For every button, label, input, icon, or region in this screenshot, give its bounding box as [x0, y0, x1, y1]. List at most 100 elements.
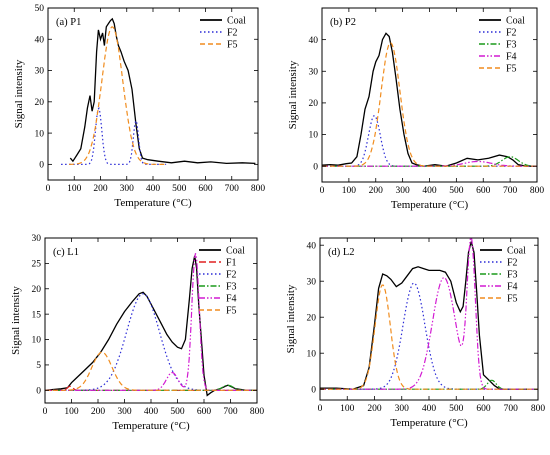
- x-tick-label: 400: [422, 186, 437, 196]
- series-line-f4: [320, 238, 538, 390]
- x-axis-title: Temperature (°C): [391, 199, 469, 211]
- x-tick-label: 300: [120, 184, 135, 194]
- y-tick-label: 20: [35, 98, 45, 108]
- legend-label-f5: F5: [226, 306, 237, 317]
- y-tick-label: 5: [36, 361, 41, 371]
- legend-label-f1: F1: [226, 258, 237, 269]
- panel-label: (c) L1: [53, 247, 79, 258]
- x-tick-label: 800: [530, 186, 545, 196]
- x-tick-label: 400: [146, 184, 161, 194]
- x-tick-label: 200: [91, 407, 106, 417]
- x-tick-label: 100: [340, 404, 355, 414]
- x-tick-label: 500: [449, 186, 464, 196]
- x-tick-label: 200: [369, 186, 384, 196]
- x-tick-label: 200: [367, 404, 382, 414]
- legend-label-f5: F5: [506, 64, 517, 75]
- x-tick-label: 300: [396, 186, 411, 196]
- y-tick-label: 10: [32, 336, 42, 346]
- x-tick-label: 600: [476, 186, 491, 196]
- chart-panel-2: 0 100 200 300 400 500 600 700 800 0 10 20 30 40 Temper…: [287, 7, 545, 211]
- x-tick-label: 500: [449, 404, 464, 414]
- y-tick-label: 0: [311, 385, 316, 395]
- legend-label-f2: F2: [226, 270, 237, 281]
- series-line-coal: [45, 255, 257, 397]
- x-tick-label: 700: [223, 407, 238, 417]
- x-tick-label: 500: [172, 184, 187, 194]
- x-tick-label: 600: [197, 407, 212, 417]
- y-tick-label: 10: [307, 349, 317, 359]
- y-tick-label: 30: [35, 67, 45, 77]
- x-tick-label: 0: [320, 186, 325, 196]
- legend-label-coal: Coal: [506, 16, 525, 27]
- chart-panel-4: 0 100 200 300 400 500 600 700 800 0 10 20 30 40 Temper…: [285, 237, 546, 429]
- x-tick-label: 700: [503, 186, 518, 196]
- x-tick-label: 0: [318, 404, 323, 414]
- x-axis-title: Temperature (°C): [112, 420, 190, 432]
- x-tick-label: 300: [117, 407, 132, 417]
- x-tick-label: 200: [93, 184, 108, 194]
- series-line-f5: [322, 42, 537, 167]
- legend-label-f4: F4: [506, 52, 517, 63]
- plot-frame: [319, 237, 539, 401]
- x-axis-title: Temperature (°C): [390, 417, 468, 429]
- y-tick-label: 15: [32, 310, 42, 320]
- y-axis-title: Signal intensity: [287, 60, 299, 129]
- y-tick-label: 20: [32, 285, 42, 295]
- chart-panel-3: 0 100 200 300 400 500 600 700 800 0 5 10 15 20 25 30 Tem…: [10, 234, 264, 432]
- x-axis-title: Temperature (°C): [114, 197, 192, 209]
- legend-label-f3: F3: [506, 40, 517, 51]
- legend-label-coal: Coal: [507, 246, 526, 257]
- legend-label-f5: F5: [227, 40, 238, 51]
- series-line-coal: [322, 32, 535, 167]
- y-axis-title: Signal intensity: [10, 286, 22, 355]
- y-tick-label: 30: [32, 234, 42, 244]
- y-tick-label: 0: [39, 161, 44, 171]
- y-tick-label: 25: [32, 260, 42, 270]
- x-tick-label: 800: [531, 404, 546, 414]
- x-tick-label: 500: [170, 407, 185, 417]
- series-line-coal: [69, 17, 256, 165]
- x-tick-label: 800: [250, 407, 265, 417]
- legend-label-f3: F3: [226, 282, 237, 293]
- y-tick-label: 0: [313, 162, 318, 172]
- x-tick-label: 100: [67, 184, 82, 194]
- x-tick-label: 700: [504, 404, 519, 414]
- legend-label-f2: F2: [507, 258, 518, 269]
- legend-label-f2: F2: [227, 28, 238, 39]
- series-line-f3: [320, 379, 538, 390]
- y-tick-label: 40: [35, 35, 45, 45]
- panel-label: (d) L2: [328, 247, 355, 258]
- x-tick-label: 400: [422, 404, 437, 414]
- panel-label: (b) P2: [330, 17, 356, 28]
- y-tick-label: 30: [309, 67, 319, 77]
- series-line-f5: [69, 26, 166, 165]
- y-axis-title: Signal intensity: [13, 59, 25, 128]
- legend-label-coal: Coal: [226, 246, 245, 257]
- legend-label-f4: F4: [507, 282, 518, 293]
- x-tick-label: 300: [395, 404, 410, 414]
- y-tick-label: 10: [309, 131, 319, 141]
- legend-label-f4: F4: [226, 294, 237, 305]
- x-tick-label: 100: [342, 186, 357, 196]
- x-tick-label: 0: [43, 407, 48, 417]
- y-tick-label: 40: [309, 36, 319, 46]
- legend-label-coal: Coal: [227, 16, 246, 27]
- y-tick-label: 20: [309, 99, 319, 109]
- y-tick-label: 20: [307, 313, 317, 323]
- y-tick-label: 0: [36, 387, 41, 397]
- y-tick-label: 10: [35, 129, 45, 139]
- y-axis-title: Signal intensity: [285, 284, 297, 353]
- legend-label-f5: F5: [507, 294, 518, 305]
- x-tick-label: 600: [476, 404, 491, 414]
- y-tick-label: 40: [307, 241, 317, 251]
- series-line-f2: [320, 282, 538, 390]
- panel-label: (a) P1: [56, 17, 81, 28]
- series-line-coal: [320, 241, 528, 390]
- series-line-f5: [320, 284, 538, 390]
- x-tick-label: 0: [46, 184, 51, 194]
